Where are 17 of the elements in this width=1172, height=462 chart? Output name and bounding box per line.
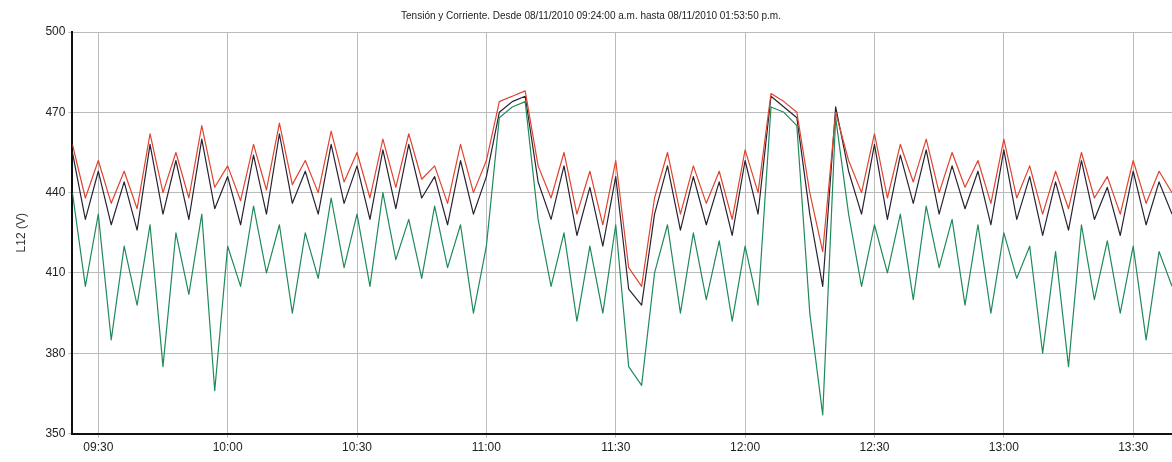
x-tick-label: 09:30	[83, 440, 114, 455]
y-tick-label: 380	[45, 345, 66, 360]
y-tick-label: 350	[45, 425, 66, 440]
x-tick-label: 13:30	[1118, 440, 1149, 455]
x-tick-label: 11:30	[601, 440, 631, 455]
x-tick-label: 12:00	[730, 440, 761, 455]
y-axis-title: L12 (V)	[13, 213, 28, 253]
x-tick-label: 10:30	[342, 440, 373, 455]
x-tick-label: 13:00	[988, 440, 1020, 455]
y-tick-label: 470	[45, 104, 66, 119]
x-tick-label: 10:00	[212, 440, 243, 455]
x-tick-label: 12:30	[859, 440, 890, 455]
x-tick-label: 11:00	[471, 440, 502, 455]
y-tick-label: 500	[45, 24, 66, 39]
y-tick-label: 440	[45, 184, 66, 199]
chart-title: Tensión y Corriente. Desde 08/11/2010 09:24:00 a.m. hasta 08/11/2010 01:53:50 p.m.	[401, 9, 781, 21]
y-tick-label: 410	[45, 265, 66, 280]
